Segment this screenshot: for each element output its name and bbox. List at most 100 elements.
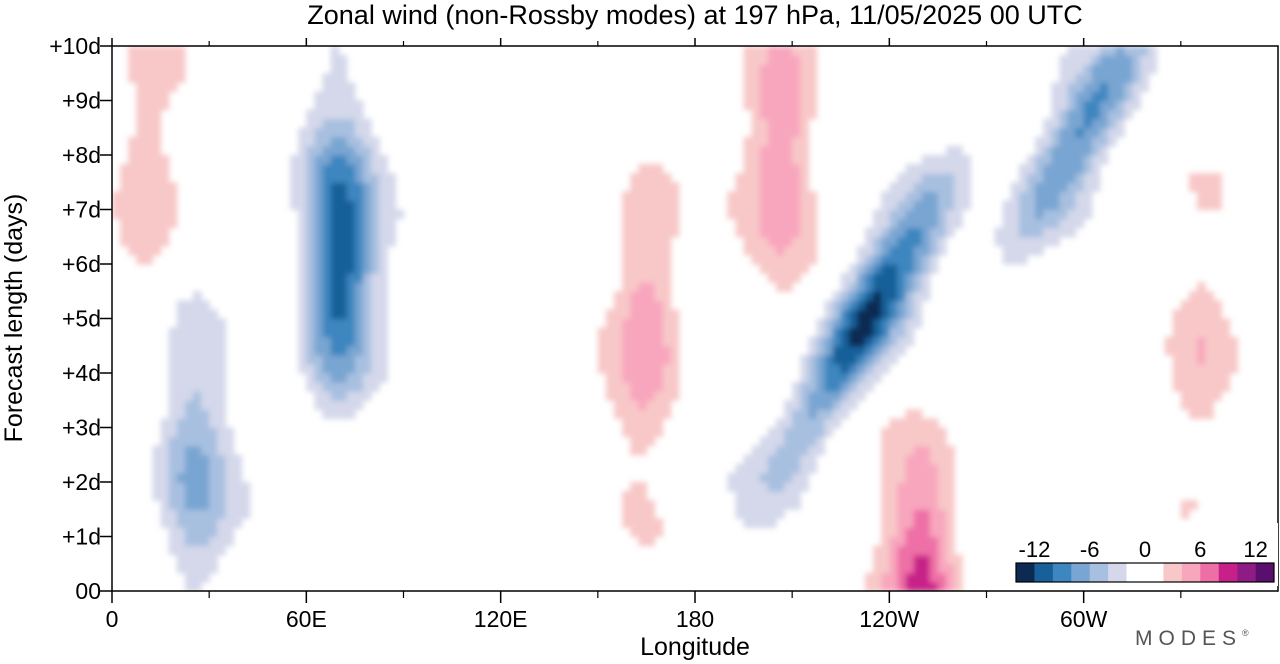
field-cell xyxy=(735,173,745,183)
field-cell xyxy=(824,336,834,347)
field-cell xyxy=(662,373,672,383)
field-cell xyxy=(184,463,194,474)
field-cell xyxy=(160,155,170,165)
field-cell xyxy=(1132,64,1141,74)
field-cell xyxy=(905,191,915,202)
field-cell xyxy=(298,164,307,174)
field-cell xyxy=(160,46,170,56)
field-cell xyxy=(184,336,194,347)
field-cell xyxy=(775,145,785,156)
field-cell xyxy=(144,191,154,202)
field-cell xyxy=(767,454,777,465)
field-cell xyxy=(605,373,615,383)
field-cell xyxy=(897,182,907,192)
field-cell xyxy=(662,273,672,283)
field-cell xyxy=(176,46,186,56)
field-cell xyxy=(192,336,202,347)
field-cell xyxy=(306,291,316,301)
field-cell xyxy=(913,254,923,265)
field-cell xyxy=(201,472,210,483)
field-cell xyxy=(767,254,777,265)
field-cell xyxy=(201,318,210,329)
field-cell xyxy=(654,173,664,183)
field-cell xyxy=(881,345,890,356)
field-cell xyxy=(209,309,218,320)
field-cell xyxy=(184,536,194,547)
field-cell xyxy=(1132,46,1141,56)
field-cell xyxy=(1099,127,1109,138)
field-cell xyxy=(800,91,809,102)
field-cell xyxy=(792,436,801,447)
field-cell xyxy=(743,454,753,465)
field-cell xyxy=(322,82,332,93)
field-cell xyxy=(889,354,899,365)
field-cell xyxy=(1051,82,1060,93)
field-cell xyxy=(937,554,947,565)
field-cell xyxy=(1091,127,1101,138)
field-cell xyxy=(937,164,947,174)
field-cell xyxy=(767,127,777,138)
field-cell xyxy=(1180,345,1190,356)
field-cell xyxy=(371,245,380,256)
field-cell xyxy=(881,245,890,256)
field-cell xyxy=(1067,100,1077,111)
field-cell xyxy=(1026,173,1036,183)
field-cell xyxy=(929,218,939,229)
field-cell xyxy=(638,527,648,538)
field-cell xyxy=(1010,236,1020,247)
field-cell xyxy=(929,536,939,547)
field-cell xyxy=(654,218,664,229)
field-cell xyxy=(152,236,162,247)
field-cell xyxy=(897,191,907,202)
field-cell xyxy=(808,363,818,374)
field-cell xyxy=(201,563,210,574)
field-cell xyxy=(160,73,170,83)
field-cell xyxy=(128,73,137,83)
field-cell xyxy=(735,472,745,483)
field-cell xyxy=(1205,336,1214,347)
field-cell xyxy=(1043,145,1052,156)
field-cell xyxy=(1205,318,1214,329)
field-cell xyxy=(743,164,753,174)
field-cell xyxy=(654,363,664,374)
field-cell xyxy=(929,454,939,465)
field-cell xyxy=(217,373,226,383)
field-cell xyxy=(1188,409,1198,420)
field-cell xyxy=(929,472,939,483)
field-cell xyxy=(120,236,129,247)
field-cell xyxy=(1043,155,1052,165)
field-cell xyxy=(792,118,801,129)
field-cell xyxy=(832,382,842,392)
field-cell xyxy=(330,173,340,183)
field-cell xyxy=(775,482,785,492)
y-tick-label: +1d xyxy=(62,524,101,550)
field-cell xyxy=(314,109,324,120)
colorbar-swatch xyxy=(1255,563,1275,582)
field-cell xyxy=(848,318,858,329)
field-cell xyxy=(848,309,858,320)
field-cell xyxy=(1099,100,1109,111)
field-cell xyxy=(605,391,615,401)
field-cell xyxy=(144,55,154,65)
field-cell xyxy=(298,145,307,156)
field-cell xyxy=(346,191,356,202)
field-cell xyxy=(354,363,364,374)
field-cell xyxy=(662,318,672,329)
field-cell xyxy=(176,64,186,74)
field-cell xyxy=(759,509,769,519)
field-cell xyxy=(913,527,923,538)
field-cell xyxy=(881,218,890,229)
field-cell xyxy=(873,354,882,365)
field-cell xyxy=(168,482,178,492)
field-cell xyxy=(176,545,186,556)
field-cell xyxy=(152,454,162,465)
field-cell xyxy=(905,563,915,574)
field-cell xyxy=(743,200,753,211)
field-cell xyxy=(638,182,648,192)
field-cell xyxy=(160,509,170,519)
field-cell xyxy=(630,200,639,211)
field-cell xyxy=(379,300,388,311)
field-cell xyxy=(1059,164,1069,174)
field-cell xyxy=(905,164,915,174)
field-cell xyxy=(346,164,356,174)
